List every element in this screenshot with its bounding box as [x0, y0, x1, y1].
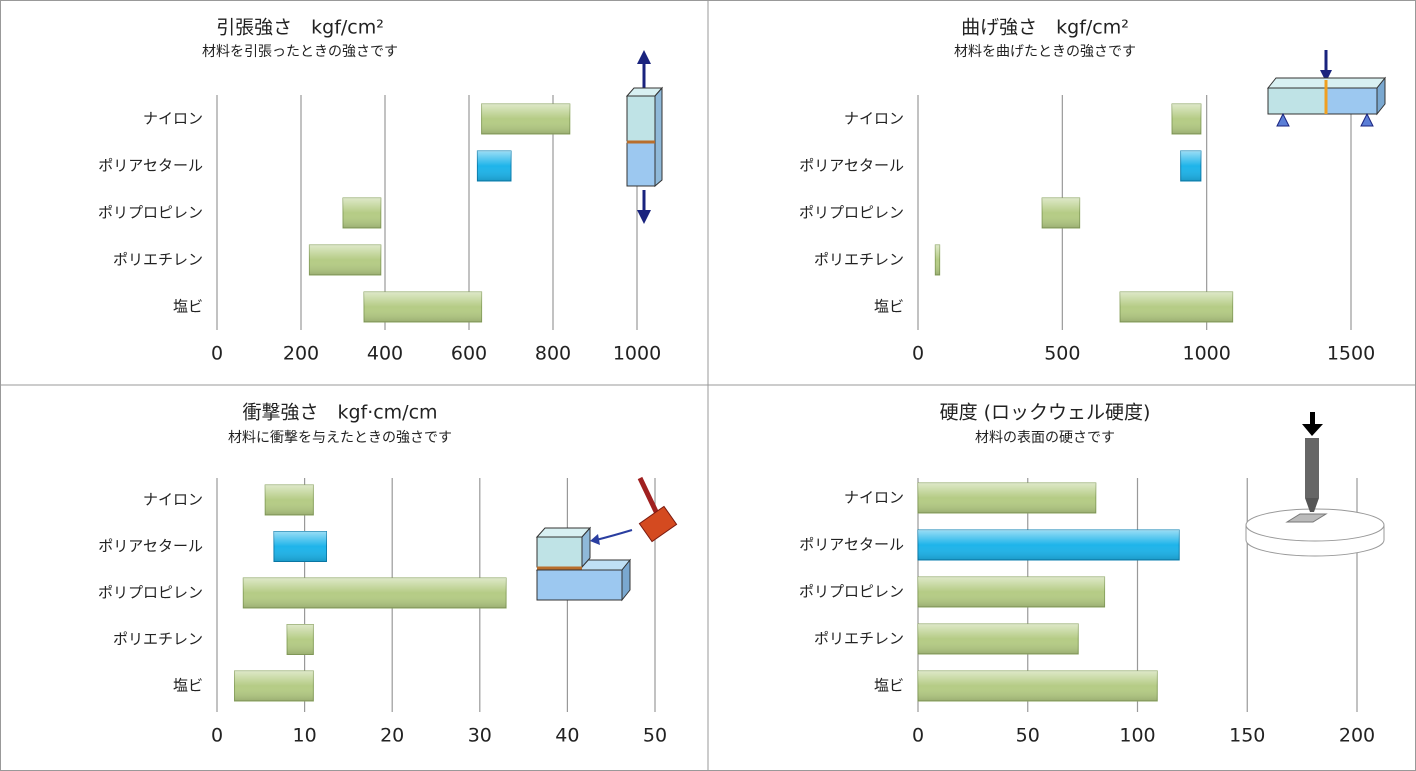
x-tick-label: 600 — [451, 343, 487, 365]
y-tick-label: 塩ビ — [173, 677, 203, 695]
x-tick-label: 30 — [468, 725, 492, 747]
x-tick-label: 0 — [912, 725, 924, 747]
bar-shade — [343, 198, 381, 228]
y-tick-label: ポリアセタール — [98, 157, 203, 175]
x-tick-label: 40 — [555, 725, 579, 747]
bar-shade — [1172, 104, 1201, 134]
x-tick-label: 200 — [1339, 725, 1375, 747]
y-tick-label: 塩ビ — [874, 298, 904, 316]
bar-shade — [918, 671, 1158, 701]
y-tick-label: ポリプロピレン — [799, 204, 904, 222]
y-tick-label: ナイロン — [143, 491, 203, 509]
bar-shade — [287, 624, 314, 655]
tension-icon — [625, 50, 664, 224]
bar-shade — [1180, 151, 1201, 181]
bar-shade — [918, 624, 1079, 654]
x-tick-label: 150 — [1229, 725, 1265, 747]
y-tick-label: ナイロン — [844, 110, 904, 128]
x-tick-label: 20 — [380, 725, 404, 747]
bar-shade — [477, 151, 511, 181]
y-tick-label: ポリアセタール — [98, 537, 203, 555]
x-tick-label: 800 — [535, 343, 571, 365]
y-tick-label: 塩ビ — [874, 677, 904, 695]
x-tick-label: 400 — [367, 343, 403, 365]
bar-shade — [481, 104, 570, 134]
x-tick-label: 200 — [283, 343, 319, 365]
y-tick-label: ポリエチレン — [814, 630, 904, 648]
x-tick-label: 100 — [1119, 725, 1155, 747]
y-tick-label: ポリアセタール — [799, 536, 904, 554]
bar-shade — [918, 530, 1180, 560]
bending-icon — [1266, 50, 1387, 127]
y-tick-label: 塩ビ — [173, 298, 203, 316]
x-tick-label: 10 — [293, 725, 317, 747]
x-tick-label: 50 — [643, 725, 667, 747]
bar-shade — [1042, 198, 1080, 228]
bar-shade — [1120, 292, 1233, 322]
chart-subtitle: 材料に衝撃を与えたときの強さです — [228, 430, 452, 446]
x-tick-label: 1500 — [1327, 343, 1375, 365]
y-tick-label: ナイロン — [844, 489, 904, 507]
bar-shade — [243, 578, 507, 608]
x-tick-label: 1000 — [1182, 343, 1230, 365]
x-tick-label: 0 — [211, 725, 223, 747]
chart-subtitle: 材料の表面の硬さです — [975, 430, 1115, 446]
bar-shade — [364, 292, 482, 322]
y-tick-label: ポリエチレン — [113, 251, 203, 269]
bar-shade — [234, 671, 314, 701]
bar-shade — [935, 245, 940, 275]
chart-title: 曲げ強さ kgf/cm² — [961, 17, 1129, 39]
chart-subtitle: 材料を引張ったときの強さです — [202, 44, 398, 60]
chart-title: 衝撃強さ kgf·cm/cm — [242, 402, 437, 424]
y-tick-label: ポリプロピレン — [799, 583, 904, 601]
impact-icon — [535, 476, 678, 602]
y-tick-label: ポリエチレン — [814, 251, 904, 269]
bar-shade — [918, 577, 1105, 607]
y-tick-label: ポリプロピレン — [98, 204, 203, 222]
y-tick-label: ポリエチレン — [113, 630, 203, 648]
bar-shade — [309, 245, 381, 275]
bar-shade — [265, 485, 314, 515]
chart-title: 硬度 (ロックウェル硬度) — [940, 402, 1151, 424]
y-tick-label: ポリプロピレン — [98, 584, 203, 602]
x-tick-label: 0 — [912, 343, 924, 365]
x-tick-label: 1000 — [613, 343, 661, 365]
bar-shade — [273, 531, 327, 562]
x-tick-label: 50 — [1016, 725, 1040, 747]
x-tick-label: 500 — [1044, 343, 1080, 365]
hardness-icon — [1245, 412, 1385, 557]
chart-title: 引張強さ kgf/cm² — [216, 17, 384, 39]
bar-shade — [918, 483, 1096, 513]
x-tick-label: 0 — [211, 343, 223, 365]
y-tick-label: ナイロン — [143, 110, 203, 128]
chart-subtitle: 材料を曲げたときの強さです — [954, 44, 1136, 60]
y-tick-label: ポリアセタール — [799, 157, 904, 175]
